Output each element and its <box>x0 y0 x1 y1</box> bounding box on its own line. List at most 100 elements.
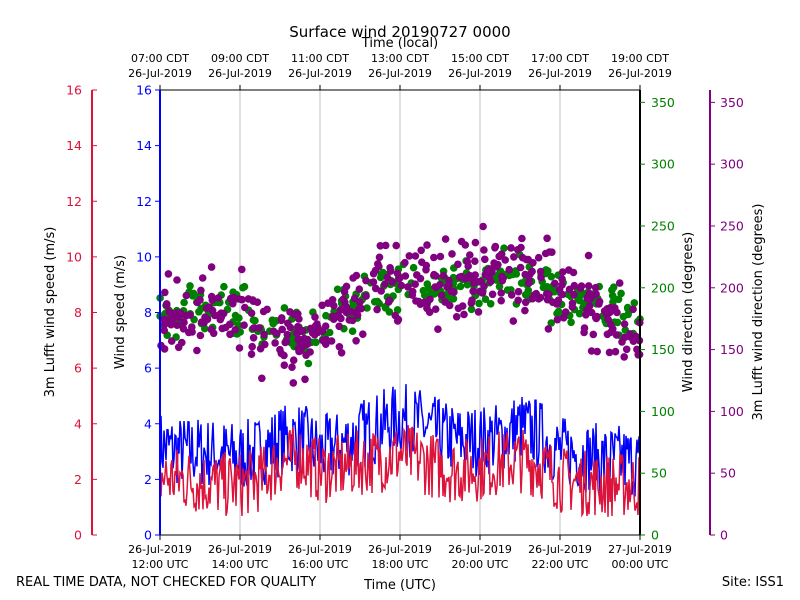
wind-direction-point <box>186 282 194 290</box>
lufft-wind-direction-point <box>471 257 479 266</box>
wind-direction-point <box>486 300 495 308</box>
lufft-wind-direction-point <box>283 330 292 339</box>
lufft-wind-direction-point <box>196 331 205 340</box>
series-layer <box>156 222 644 518</box>
wind-direction-point <box>544 267 552 275</box>
wind-direction-point <box>333 285 342 294</box>
lufft-wind-direction-point <box>311 313 319 321</box>
local-date-label: 26-Jul-2019 <box>208 67 272 80</box>
wind-speed-tick-label: 4 <box>144 416 152 431</box>
wind-direction-point <box>576 291 584 300</box>
lufft-wind-direction-point <box>411 252 420 260</box>
local-time-label: 15:00 CDT <box>451 52 509 65</box>
lufft-wind-direction-point <box>350 294 359 303</box>
lufft-wind-direction-point <box>469 287 477 296</box>
wind-direction-point <box>575 309 584 318</box>
lufft-wind-direction-point <box>430 270 438 279</box>
lufft-wind-direction-point <box>342 308 351 317</box>
lufft-wind-direction-point <box>341 301 349 310</box>
lufft-wind-direction-point <box>593 347 601 356</box>
lufft-wind-direction-point <box>471 238 480 247</box>
wind-speed-tick-label: 14 <box>136 138 152 153</box>
quality-notice: REAL TIME DATA, NOT CHECKED FOR QUALITY <box>16 575 317 590</box>
top-axis-label: Time (local) <box>361 36 438 51</box>
lufft-wind-direction-point <box>284 319 292 328</box>
wind-direction-point <box>423 280 432 288</box>
local-date-label: 26-Jul-2019 <box>288 67 352 80</box>
lufft-wind-direction-point <box>494 260 502 269</box>
lufft-wind-direction-point <box>160 326 169 335</box>
lufft-wind-direction-point <box>355 305 363 313</box>
wind-direction-tick-label: 200 <box>651 280 675 295</box>
lufft-wind-direction-point <box>431 305 440 314</box>
lufft-wind-direction-point <box>589 330 598 339</box>
wind-direction-point <box>370 298 379 306</box>
lufft-wind-direction-point <box>295 315 303 323</box>
lufft-wind-direction-point <box>498 276 507 285</box>
lufft-speed-tick-label: 14 <box>66 138 82 153</box>
wind-direction-point <box>547 319 555 327</box>
local-date-label: 26-Jul-2019 <box>608 67 672 80</box>
wind-direction-point <box>409 263 418 272</box>
lufft-wind-direction-point <box>330 301 338 310</box>
lufft-wind-direction-point <box>551 279 559 288</box>
utc-time-label: 20:00 UTC <box>451 558 508 571</box>
lufft-wind-direction-point <box>548 248 556 256</box>
lufft-wind-direction-point <box>271 339 279 347</box>
lufft-wind-direction-point <box>629 305 637 314</box>
y-label-left-inner: Wind speed (m/s) <box>113 255 128 369</box>
lufft-wind-direction-point <box>193 346 201 355</box>
wind-direction-point <box>304 359 313 368</box>
utc-time-label: 12:00 UTC <box>131 558 188 571</box>
wind-speed-tick-label: 16 <box>136 83 152 98</box>
lufft-wind-direction-point <box>558 268 567 276</box>
lufft-wind-direction-point <box>269 327 278 336</box>
lufft-wind-direction-point <box>497 296 506 305</box>
utc-date-label: 27-Jul-2019 <box>608 543 672 556</box>
lufft-wind-direction-point <box>439 271 448 280</box>
lufft-wind-direction-point <box>278 325 287 334</box>
lufft-wind-direction-point <box>375 253 384 262</box>
wind-direction-point <box>543 283 551 291</box>
wind-direction-point <box>630 299 639 307</box>
wind-direction-point <box>481 295 490 304</box>
wind-direction-point <box>554 307 563 316</box>
wind-direction-point <box>348 327 357 336</box>
wind-direction-point <box>393 306 402 314</box>
lufft-direction-tick-label: 300 <box>720 157 744 172</box>
lufft-wind-direction-point <box>417 246 426 255</box>
lufft-wind-direction-point <box>167 337 176 345</box>
lufft-wind-direction-point <box>369 278 378 286</box>
lufft-wind-direction-point <box>534 253 543 262</box>
lufft-direction-tick-label: 250 <box>720 218 744 233</box>
lufft-wind-direction-point <box>536 267 545 276</box>
lufft-direction-tick-label: 100 <box>720 404 744 419</box>
lufft-wind-direction-point <box>436 280 444 289</box>
lufft-wind-direction-point <box>553 315 562 324</box>
wind-speed-tick-label: 10 <box>136 249 152 264</box>
utc-date-label: 26-Jul-2019 <box>288 543 352 556</box>
utc-date-label: 26-Jul-2019 <box>368 543 432 556</box>
lufft-wind-direction-point <box>521 298 530 307</box>
lufft-wind-direction-point <box>491 242 500 251</box>
y-label-left-outer: 3m Lufft wind speed (m/s) <box>43 227 58 398</box>
lufft-wind-direction-point <box>565 285 574 294</box>
lufft-wind-direction-point <box>514 287 523 296</box>
lufft-wind-direction-point <box>580 324 589 332</box>
lufft-wind-direction-point <box>335 343 344 351</box>
lufft-wind-direction-point <box>276 345 284 354</box>
lufft-wind-direction-point <box>327 337 336 345</box>
lufft-wind-direction-point <box>408 291 417 299</box>
wind-direction-point <box>475 299 483 308</box>
lufft-wind-direction-point <box>415 297 423 306</box>
lufft-wind-direction-point <box>374 260 382 268</box>
lufft-wind-direction-point <box>173 321 181 330</box>
lufft-speed-tick-label: 4 <box>74 416 82 431</box>
lufft-wind-direction-point <box>458 302 467 310</box>
lufft-wind-direction-point <box>247 350 256 359</box>
lufft-wind-direction-point <box>466 251 474 259</box>
lufft-wind-direction-point <box>423 241 431 249</box>
lufft-wind-direction-point <box>261 340 269 349</box>
wind-direction-point <box>322 311 330 320</box>
lufft-wind-direction-point <box>464 262 473 271</box>
